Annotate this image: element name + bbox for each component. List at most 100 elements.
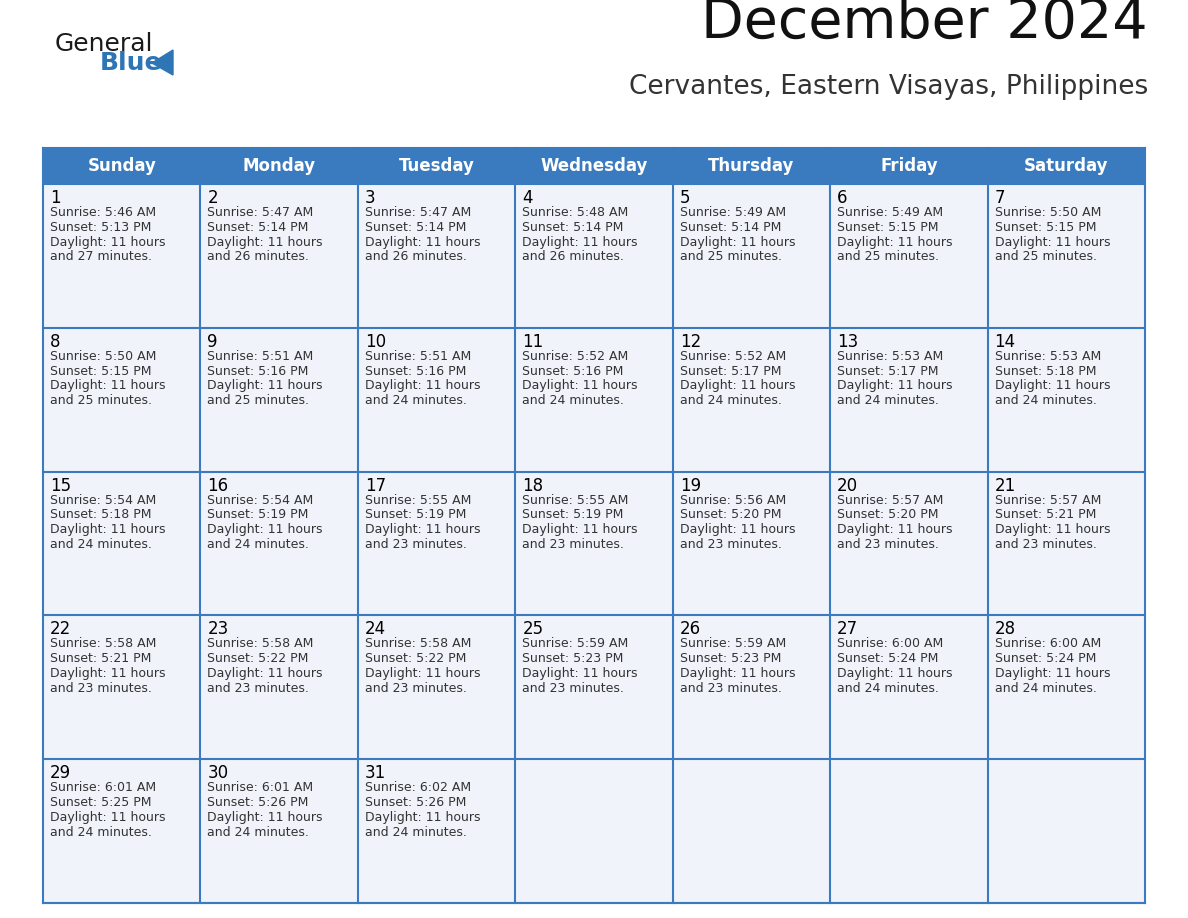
Text: Daylight: 11 hours: Daylight: 11 hours <box>50 523 165 536</box>
Text: Daylight: 11 hours: Daylight: 11 hours <box>50 667 165 680</box>
Text: Daylight: 11 hours: Daylight: 11 hours <box>523 379 638 392</box>
Text: Sunset: 5:14 PM: Sunset: 5:14 PM <box>208 221 309 234</box>
Text: Saturday: Saturday <box>1024 157 1108 175</box>
Bar <box>43 328 1145 472</box>
Text: Sunset: 5:16 PM: Sunset: 5:16 PM <box>523 364 624 377</box>
Text: and 26 minutes.: and 26 minutes. <box>365 251 467 263</box>
Text: 9: 9 <box>208 333 217 351</box>
Text: Daylight: 11 hours: Daylight: 11 hours <box>994 667 1110 680</box>
Text: and 24 minutes.: and 24 minutes. <box>208 825 309 839</box>
Text: Sunrise: 5:47 AM: Sunrise: 5:47 AM <box>208 206 314 219</box>
Bar <box>43 148 1145 184</box>
Text: 4: 4 <box>523 189 532 207</box>
Text: Sunset: 5:22 PM: Sunset: 5:22 PM <box>365 652 466 666</box>
Text: 19: 19 <box>680 476 701 495</box>
Text: 29: 29 <box>50 764 71 782</box>
Text: 27: 27 <box>838 621 858 638</box>
Text: Daylight: 11 hours: Daylight: 11 hours <box>838 667 953 680</box>
Text: and 24 minutes.: and 24 minutes. <box>50 538 152 551</box>
Text: Monday: Monday <box>242 157 316 175</box>
Bar <box>43 472 1145 615</box>
Text: Sunrise: 5:55 AM: Sunrise: 5:55 AM <box>523 494 628 507</box>
Text: Sunset: 5:22 PM: Sunset: 5:22 PM <box>208 652 309 666</box>
Text: Daylight: 11 hours: Daylight: 11 hours <box>50 811 165 823</box>
Text: Sunset: 5:15 PM: Sunset: 5:15 PM <box>50 364 152 377</box>
Text: 6: 6 <box>838 189 848 207</box>
Text: Daylight: 11 hours: Daylight: 11 hours <box>523 523 638 536</box>
Text: Sunset: 5:23 PM: Sunset: 5:23 PM <box>680 652 781 666</box>
Text: Sunrise: 5:59 AM: Sunrise: 5:59 AM <box>680 637 786 650</box>
Text: Daylight: 11 hours: Daylight: 11 hours <box>680 236 795 249</box>
Text: Sunset: 5:16 PM: Sunset: 5:16 PM <box>365 364 466 377</box>
Text: Sunrise: 6:00 AM: Sunrise: 6:00 AM <box>994 637 1101 650</box>
Text: December 2024: December 2024 <box>701 0 1148 50</box>
Text: 20: 20 <box>838 476 858 495</box>
Text: Daylight: 11 hours: Daylight: 11 hours <box>208 236 323 249</box>
Text: Sunset: 5:20 PM: Sunset: 5:20 PM <box>838 509 939 521</box>
Text: Daylight: 11 hours: Daylight: 11 hours <box>208 523 323 536</box>
Text: and 24 minutes.: and 24 minutes. <box>365 825 467 839</box>
Text: 7: 7 <box>994 189 1005 207</box>
Text: Sunset: 5:19 PM: Sunset: 5:19 PM <box>208 509 309 521</box>
Text: 13: 13 <box>838 333 859 351</box>
Text: Daylight: 11 hours: Daylight: 11 hours <box>994 236 1110 249</box>
Text: and 23 minutes.: and 23 minutes. <box>50 682 152 695</box>
Text: Sunrise: 5:47 AM: Sunrise: 5:47 AM <box>365 206 472 219</box>
Text: and 26 minutes.: and 26 minutes. <box>523 251 624 263</box>
Text: Sunset: 5:14 PM: Sunset: 5:14 PM <box>680 221 781 234</box>
Text: Sunset: 5:15 PM: Sunset: 5:15 PM <box>994 221 1097 234</box>
Text: Sunrise: 5:49 AM: Sunrise: 5:49 AM <box>838 206 943 219</box>
Text: Sunrise: 5:57 AM: Sunrise: 5:57 AM <box>838 494 943 507</box>
Text: Sunset: 5:25 PM: Sunset: 5:25 PM <box>50 796 152 809</box>
Text: and 24 minutes.: and 24 minutes. <box>50 825 152 839</box>
Text: Sunrise: 5:51 AM: Sunrise: 5:51 AM <box>208 350 314 363</box>
Text: Daylight: 11 hours: Daylight: 11 hours <box>523 236 638 249</box>
Text: and 25 minutes.: and 25 minutes. <box>208 394 309 408</box>
Text: Sunset: 5:24 PM: Sunset: 5:24 PM <box>994 652 1097 666</box>
Text: 3: 3 <box>365 189 375 207</box>
Text: General: General <box>55 32 153 56</box>
Text: 8: 8 <box>50 333 61 351</box>
Text: Daylight: 11 hours: Daylight: 11 hours <box>50 236 165 249</box>
Text: and 25 minutes.: and 25 minutes. <box>680 251 782 263</box>
Text: and 24 minutes.: and 24 minutes. <box>994 682 1097 695</box>
Text: 30: 30 <box>208 764 228 782</box>
Text: and 23 minutes.: and 23 minutes. <box>365 682 467 695</box>
Text: Daylight: 11 hours: Daylight: 11 hours <box>680 667 795 680</box>
Text: Sunrise: 6:02 AM: Sunrise: 6:02 AM <box>365 781 470 794</box>
Text: Sunset: 5:26 PM: Sunset: 5:26 PM <box>365 796 466 809</box>
Text: Sunset: 5:13 PM: Sunset: 5:13 PM <box>50 221 151 234</box>
Text: Daylight: 11 hours: Daylight: 11 hours <box>994 523 1110 536</box>
Text: 18: 18 <box>523 476 543 495</box>
Text: Daylight: 11 hours: Daylight: 11 hours <box>523 667 638 680</box>
Text: Sunrise: 5:58 AM: Sunrise: 5:58 AM <box>208 637 314 650</box>
Text: 1: 1 <box>50 189 61 207</box>
Text: Sunrise: 5:55 AM: Sunrise: 5:55 AM <box>365 494 472 507</box>
Text: 5: 5 <box>680 189 690 207</box>
Text: and 25 minutes.: and 25 minutes. <box>838 251 940 263</box>
Text: Sunrise: 5:53 AM: Sunrise: 5:53 AM <box>838 350 943 363</box>
Text: Daylight: 11 hours: Daylight: 11 hours <box>50 379 165 392</box>
Text: and 26 minutes.: and 26 minutes. <box>208 251 309 263</box>
Text: Wednesday: Wednesday <box>541 157 647 175</box>
Text: and 23 minutes.: and 23 minutes. <box>523 682 624 695</box>
Text: Sunrise: 5:52 AM: Sunrise: 5:52 AM <box>680 350 786 363</box>
Polygon shape <box>152 50 173 75</box>
Text: Daylight: 11 hours: Daylight: 11 hours <box>365 667 480 680</box>
Text: 25: 25 <box>523 621 543 638</box>
Text: Sunset: 5:19 PM: Sunset: 5:19 PM <box>523 509 624 521</box>
Text: Sunset: 5:18 PM: Sunset: 5:18 PM <box>994 364 1097 377</box>
Text: Daylight: 11 hours: Daylight: 11 hours <box>838 523 953 536</box>
Text: Sunrise: 5:50 AM: Sunrise: 5:50 AM <box>994 206 1101 219</box>
Text: and 24 minutes.: and 24 minutes. <box>365 394 467 408</box>
Text: Blue: Blue <box>100 51 163 75</box>
Text: Sunset: 5:20 PM: Sunset: 5:20 PM <box>680 509 782 521</box>
Text: Friday: Friday <box>880 157 937 175</box>
Text: Sunrise: 6:01 AM: Sunrise: 6:01 AM <box>50 781 156 794</box>
Text: Sunrise: 5:56 AM: Sunrise: 5:56 AM <box>680 494 786 507</box>
Text: Sunset: 5:15 PM: Sunset: 5:15 PM <box>838 221 939 234</box>
Text: Daylight: 11 hours: Daylight: 11 hours <box>365 811 480 823</box>
Text: and 23 minutes.: and 23 minutes. <box>994 538 1097 551</box>
Text: and 27 minutes.: and 27 minutes. <box>50 251 152 263</box>
Text: 28: 28 <box>994 621 1016 638</box>
